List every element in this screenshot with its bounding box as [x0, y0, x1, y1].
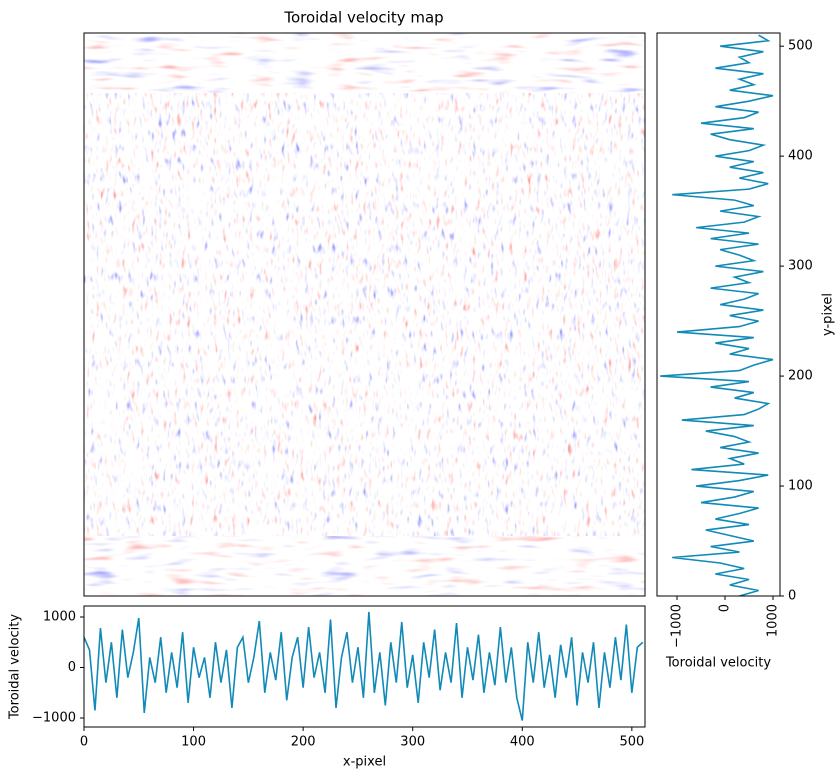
heatmap-frame: [83, 32, 646, 597]
axes-frame: [656, 32, 781, 597]
x-tick-label: 0: [718, 604, 733, 612]
profile-line: [660, 34, 774, 596]
x-tick-label: 1000: [765, 604, 780, 637]
x-tick-label: 0: [80, 735, 88, 750]
x-tick-label: 400: [510, 735, 535, 750]
y-tick-label: 500: [788, 39, 813, 54]
axes-frame: [83, 605, 646, 728]
heatmap-band: [84, 33, 645, 93]
heatmap-image: [84, 33, 645, 596]
y-tick-label: 0: [68, 660, 76, 675]
y-tick-label: 400: [788, 149, 813, 164]
y-tick-label: 0: [788, 589, 796, 604]
y-axis-label: Toroidal velocity: [8, 614, 23, 720]
x-tick-label: 100: [181, 735, 206, 750]
heatmap-band: [84, 536, 645, 596]
y-axis-label: y-pixel: [821, 293, 836, 336]
y-tick-label: 300: [788, 259, 813, 274]
profile-line: [84, 611, 644, 721]
y-tick-label: 1000: [43, 610, 76, 625]
x-tick-label: 300: [400, 735, 425, 750]
x-axis-label: x-pixel: [343, 755, 386, 770]
y-tick-label: 100: [788, 479, 813, 494]
heatmap: [83, 32, 646, 597]
y-tick-label: −1000: [32, 711, 76, 726]
x-tick-label: 500: [619, 735, 644, 750]
chart-title: Toroidal velocity map: [283, 9, 443, 27]
y-tick-label: 200: [788, 369, 813, 384]
x-tick-label: 200: [291, 735, 316, 750]
x-tick-label: −1000: [670, 604, 685, 648]
x-axis-label: Toroidal velocity: [665, 656, 771, 671]
